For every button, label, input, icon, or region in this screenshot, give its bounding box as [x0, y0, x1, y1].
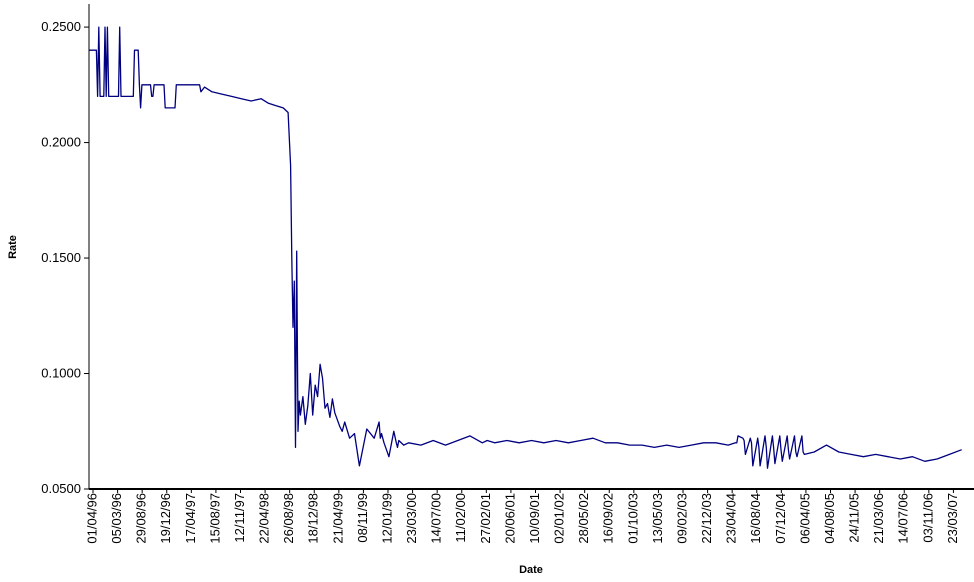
- x-tick-label: 23/03/07: [945, 493, 960, 544]
- series-line-0: [89, 26, 962, 469]
- y-tick-label: 0.2000: [41, 135, 81, 150]
- x-tick-label: 10/09/01: [527, 493, 542, 544]
- x-tick-label: 24/11/05: [847, 493, 862, 543]
- y-tick-label: 0.2500: [41, 19, 81, 34]
- x-tick-label: 18/12/98: [306, 493, 321, 544]
- plot-area: [89, 4, 974, 489]
- x-tick-label: 22/12/03: [699, 493, 714, 544]
- x-tick-label: 02/01/02: [552, 493, 567, 544]
- x-tick-label: 16/09/02: [601, 493, 616, 544]
- x-tick-label: 23/03/00: [404, 493, 419, 544]
- y-axis-title: Rate: [7, 235, 19, 259]
- x-tick-label: 03/11/06: [920, 493, 935, 543]
- x-tick-label: 27/02/01: [478, 493, 493, 544]
- x-tick-label: 04/08/05: [822, 493, 837, 544]
- x-tick-label: 17/04/97: [183, 493, 198, 544]
- x-tick-label: 28/05/02: [576, 493, 591, 544]
- x-tick-label: 22/04/98: [257, 493, 272, 544]
- x-tick-label: 13/05/03: [650, 493, 665, 544]
- x-tick-label: 14/07/00: [429, 493, 444, 544]
- x-tick-label: 29/08/96: [134, 493, 149, 544]
- x-tick-label: 20/06/01: [502, 493, 517, 544]
- x-tick-label: 12/01/99: [379, 493, 394, 544]
- x-tick-label: 26/08/98: [281, 493, 296, 544]
- x-tick-label: 15/08/97: [207, 493, 222, 544]
- x-tick-label: 01/10/03: [625, 493, 640, 544]
- x-tick-label: 21/03/06: [871, 493, 886, 544]
- x-tick-label: 23/04/04: [724, 493, 739, 544]
- axes-layer: [88, 4, 974, 490]
- x-tick-label: 12/11/97: [232, 493, 247, 543]
- x-tick-label: 07/12/04: [773, 493, 788, 544]
- x-tick-label: 08/11/99: [355, 493, 370, 543]
- x-tick-label: 19/12/96: [158, 493, 173, 544]
- plot-background: [89, 4, 974, 489]
- x-axis-title: Date: [519, 564, 543, 576]
- x-tick-label: 05/03/96: [109, 493, 124, 544]
- series-layer: [89, 26, 962, 469]
- x-axis-ticks: 01/04/96 05/03/96 29/08/96 19/12/96 17/04/97…: [84, 489, 960, 544]
- y-tick-label: 0.1500: [41, 250, 81, 265]
- x-tick-label: 01/04/96: [84, 493, 99, 544]
- y-axis-ticks: 0.0500 0.1000 0.1500 0.2000 0.2500: [41, 19, 89, 496]
- y-tick-label: 0.0500: [41, 481, 81, 496]
- x-tick-label: 16/08/04: [748, 493, 763, 544]
- x-tick-label: 11/02/00: [453, 493, 468, 543]
- y-tick-label: 0.1000: [41, 366, 81, 381]
- x-tick-label: 21/04/99: [330, 493, 345, 544]
- x-tick-label: 09/02/03: [674, 493, 689, 544]
- x-tick-label: 14/07/06: [896, 493, 911, 544]
- x-tick-label: 06/04/05: [797, 493, 812, 544]
